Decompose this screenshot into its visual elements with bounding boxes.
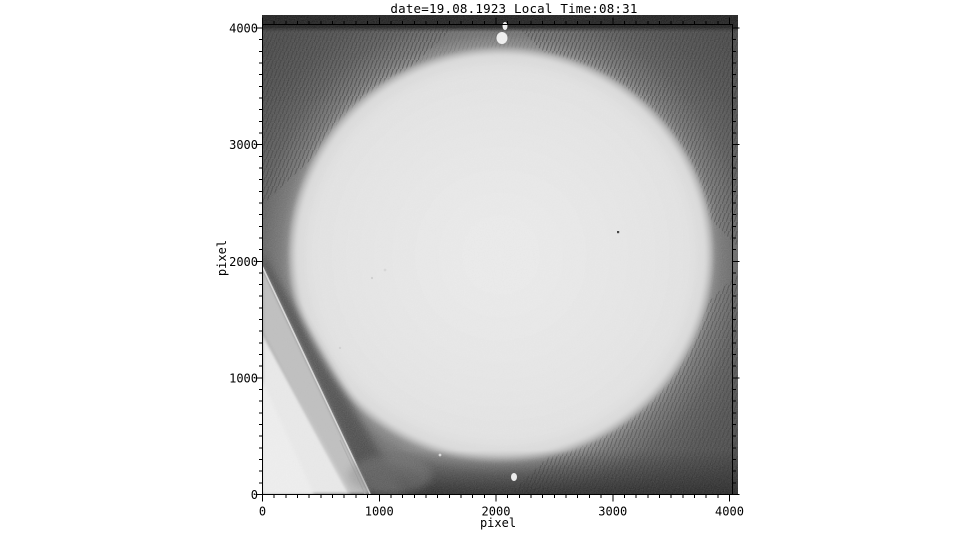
y-tick-label: 1000 bbox=[229, 371, 258, 385]
solar-disk-artwork bbox=[262, 15, 738, 494]
y-tick-label: 2000 bbox=[229, 255, 258, 269]
x-tick-label: 3000 bbox=[598, 505, 627, 519]
x-axis-label: pixel bbox=[479, 516, 517, 530]
y-axis-label: pixel bbox=[215, 239, 229, 277]
x-tick-label: 1000 bbox=[365, 505, 394, 519]
chart-title: date=19.08.1923 Local Time:08:31 bbox=[390, 1, 638, 16]
y-tick-label: 3000 bbox=[229, 138, 258, 152]
x-tick-label: 0 bbox=[259, 505, 266, 519]
x-tick-label: 4000 bbox=[715, 505, 744, 519]
solar-plate-image bbox=[262, 15, 738, 494]
y-tick-label: 0 bbox=[251, 488, 258, 502]
y-tick-label: 4000 bbox=[229, 22, 258, 36]
